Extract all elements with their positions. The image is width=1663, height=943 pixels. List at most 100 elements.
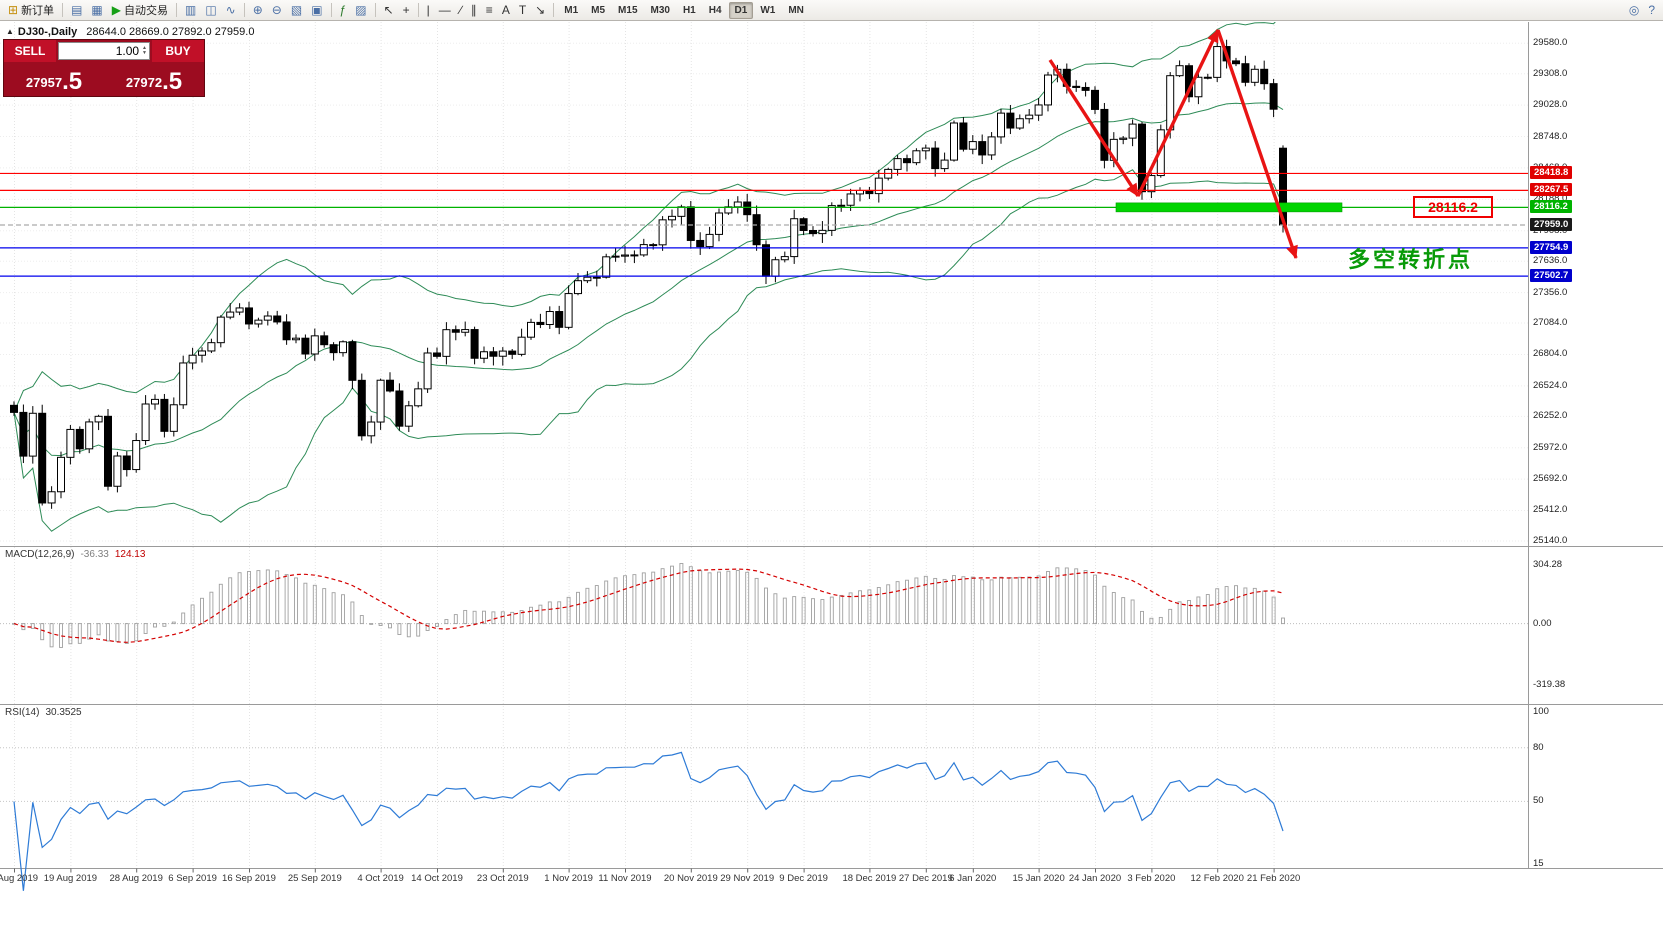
timeframe-mn[interactable]: MN [788, 4, 804, 16]
macd-bar [594, 585, 599, 625]
macd-bar [651, 571, 656, 625]
cursor-button[interactable]: ↖ [380, 1, 398, 20]
resistance-line-1-badge: 28418.8 [1530, 166, 1573, 180]
date-axis-label: 11 Nov 2019 [598, 873, 652, 884]
timeframe-m15[interactable]: M15 [618, 4, 638, 16]
ohlc-values: 28644.0 28669.0 27892.0 27959.0 [86, 26, 255, 38]
candle [461, 329, 470, 333]
timeframe-m30[interactable]: M30 [650, 4, 670, 16]
bollinger-upper [13, 22, 1276, 413]
templates-button[interactable]: ▨ [351, 1, 370, 20]
macd-bar [519, 610, 524, 625]
macd-bar [914, 577, 919, 625]
macd-bar [895, 581, 900, 625]
macd-bar [190, 604, 195, 625]
macd-bar [735, 570, 740, 625]
macd-bar [698, 570, 703, 625]
macd-bar [322, 588, 327, 625]
candle [574, 280, 582, 295]
candle [414, 388, 423, 407]
trend-arrow [1048, 59, 1140, 197]
auto-arrange-button[interactable]: ▣ [307, 1, 326, 20]
fibonacci-tool-button[interactable]: ≡ [482, 1, 497, 20]
candle [376, 379, 385, 423]
macd-bar [500, 611, 505, 625]
macd-bar [801, 596, 806, 625]
zoom-out-button[interactable]: ⊖ [268, 1, 286, 20]
candlestick-chart-button[interactable]: ◫ [201, 1, 220, 20]
timeframe-h4[interactable]: H4 [708, 4, 722, 16]
autotrading-button[interactable]: ▶ 自动交易 [108, 1, 172, 20]
candle [47, 491, 56, 504]
macd-bar [96, 623, 101, 636]
timeframe-d1[interactable]: D1 [728, 1, 754, 19]
candle [1072, 85, 1081, 88]
candle [517, 336, 526, 355]
macd-bar [867, 589, 872, 625]
macd-bar [585, 587, 590, 625]
volume-down-icon[interactable]: ▼ [142, 50, 147, 56]
buy-price: 27972.5 [104, 62, 204, 96]
sell-button[interactable]: SELL [4, 40, 56, 62]
vertical-line-tool-button[interactable]: | [423, 1, 434, 20]
channel-tool-button[interactable]: ∥ [467, 1, 481, 20]
volume-input[interactable]: 1.00 ▲ ▼ [58, 42, 150, 60]
label-tool-button[interactable]: T [515, 1, 530, 20]
trendline-tool-button[interactable]: ∕ [456, 1, 466, 20]
bollinger-middle [13, 102, 1284, 457]
candle [1260, 68, 1269, 85]
timeframe-m5[interactable]: M5 [591, 4, 606, 16]
date-axis-label: 1 Nov 2019 [544, 873, 593, 884]
text-tool-button[interactable]: A [498, 1, 514, 20]
indicators-button[interactable]: ƒ [336, 1, 351, 20]
macd-bar [961, 576, 966, 625]
crosshair-button[interactable]: + [399, 1, 414, 20]
autotrading-label: 自动交易 [123, 5, 168, 17]
trend-arrow [1216, 29, 1298, 259]
volume-up-icon[interactable]: ▲ [142, 45, 147, 51]
macd-bar [1177, 601, 1182, 625]
channel-tool-icon: ∥ [470, 3, 477, 17]
timeframe-h1[interactable]: H1 [682, 4, 696, 16]
macd-bar [369, 623, 374, 625]
help-button[interactable]: ? [1644, 1, 1659, 20]
date-axis-label: 23 Oct 2019 [476, 873, 529, 884]
candle [1044, 74, 1052, 106]
new-order-button[interactable]: ⊞ 新订单 [4, 1, 58, 20]
horizontal-line-tool-button[interactable]: — [435, 1, 455, 20]
line-chart-icon: ∿ [225, 3, 236, 17]
macd-bar [312, 584, 317, 625]
line-chart-button[interactable]: ∿ [222, 1, 240, 20]
main-toolbar: ⊞ 新订单 ▤ ▦ ▶ 自动交易 ▥ ◫ ∿ ⊕ ⊖ ▧ ▣ ƒ ▨ ↖ + | — ∕ ∥ ≡ A T ↘ M1 M5 M15 M30… [0, 0, 1663, 21]
candle [950, 122, 958, 161]
buy-button[interactable]: BUY [152, 40, 204, 62]
bar-chart-button[interactable]: ▥ [181, 1, 200, 20]
macd-bar [1102, 585, 1107, 625]
date-axis-label: 25 Sep 2019 [287, 873, 342, 884]
collapse-one-click-icon[interactable]: ▲ [6, 27, 14, 36]
macd-bar [707, 572, 712, 625]
market-watch-button[interactable]: ▤ [67, 1, 86, 20]
candle [198, 350, 206, 356]
macd-bar [143, 623, 148, 634]
zoom-in-button[interactable]: ⊕ [249, 1, 267, 20]
volume-spinner[interactable]: ▲ ▼ [142, 46, 147, 56]
tile-windows-button[interactable]: ▧ [287, 1, 306, 20]
candle [254, 319, 263, 325]
timeframe-m1[interactable]: M1 [564, 4, 579, 16]
price-annotation-box: 28116.2 [1413, 196, 1493, 218]
candle [19, 411, 28, 457]
arrows-tool-button[interactable]: ↘ [531, 1, 549, 20]
candle [357, 379, 366, 437]
macd-bar [472, 610, 477, 625]
search-button[interactable]: ◎ [1625, 1, 1643, 20]
timeframe-w1[interactable]: W1 [760, 4, 776, 16]
price-axis-label: 27636.0 [1533, 255, 1568, 267]
data-window-button[interactable]: ▦ [87, 1, 106, 20]
search-icon: ◎ [1628, 3, 1640, 17]
support-line-blue-1-badge: 27754.9 [1530, 240, 1573, 254]
candle [320, 335, 329, 346]
candle [968, 141, 977, 150]
candle [658, 219, 667, 246]
